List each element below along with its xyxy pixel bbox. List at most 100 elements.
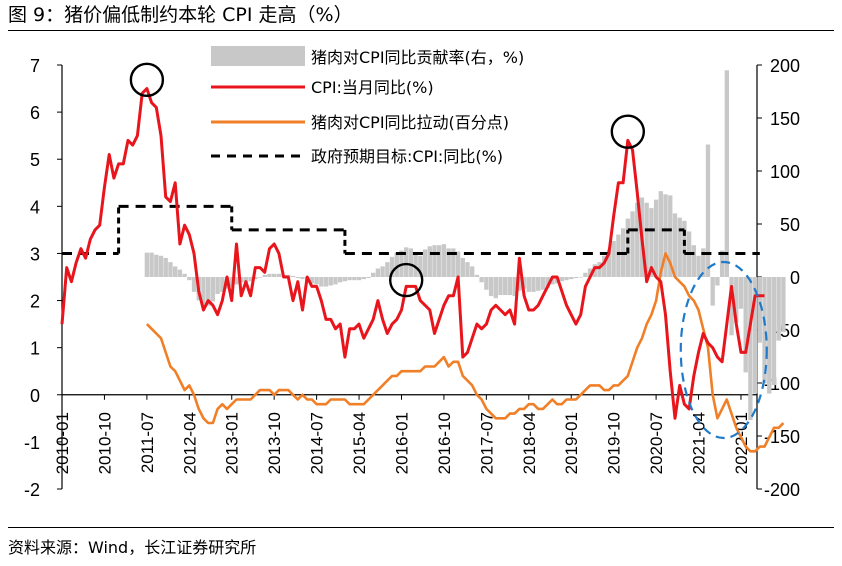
contribution-bar [276, 273, 282, 277]
contribution-bar [517, 277, 522, 291]
contribution-bar [757, 277, 762, 343]
contribution-bar [616, 234, 621, 277]
contribution-bar [644, 202, 649, 277]
contribution-bar [309, 277, 315, 284]
x-tick-label: 2016-01 [392, 412, 411, 474]
contribution-bar [762, 277, 767, 383]
contribution-bar [413, 253, 418, 277]
contribution-bar [215, 277, 220, 294]
x-tick-label: 2019-01 [562, 412, 581, 474]
highlight-dashed-oval [679, 260, 768, 440]
contribution-bar [333, 277, 338, 285]
contribution-bar [380, 266, 385, 277]
x-tick-label: 2011-07 [138, 412, 157, 473]
contribution-bar [559, 277, 564, 282]
x-tick-label: 2020-07 [647, 412, 666, 474]
contribution-bar [205, 277, 211, 306]
contribution-bar [455, 251, 461, 277]
contribution-bar [437, 245, 442, 277]
contribution-bar [389, 256, 395, 277]
contribution-bar [531, 277, 536, 292]
contribution-bar [144, 252, 150, 277]
contribution-bar [682, 220, 687, 277]
contribution-bar [158, 255, 164, 277]
callouts [129, 62, 768, 440]
contribution-bar [220, 277, 225, 292]
left-tick-label: -1 [24, 433, 40, 453]
contribution-bar [507, 277, 513, 296]
contribution-bar [432, 245, 437, 277]
contribution-bar [748, 277, 753, 421]
contribution-bar [734, 277, 739, 323]
x-tick-label: 2015-04 [350, 412, 369, 474]
contribution-bar [715, 277, 720, 286]
contribution-bar [578, 277, 583, 278]
series-lines [60, 87, 785, 453]
contribution-bar [710, 277, 715, 306]
contribution-bar [545, 277, 550, 288]
right-tick-label: 50 [780, 215, 800, 235]
contribution-bar [719, 250, 725, 277]
peak-callout-circle [129, 62, 165, 98]
footer-rule [8, 527, 834, 528]
contribution-bar [488, 277, 494, 297]
contribution-bar [536, 277, 541, 291]
legend-label-target: 政府预期目标:CPI:同比(%) [311, 147, 503, 166]
peak-callout-circle [388, 262, 424, 298]
contribution-bar [172, 266, 178, 277]
x-tick-label: 2012-04 [180, 412, 199, 474]
contribution-bar [394, 252, 399, 277]
contribution-bar [328, 277, 333, 286]
contribution-bar [319, 277, 324, 287]
contribution-bar [526, 277, 531, 292]
right-tick-label: -200 [764, 480, 800, 500]
x-tick-label: 2021-04 [690, 412, 709, 474]
contribution-bar [347, 277, 352, 281]
contribution-bar [573, 277, 579, 279]
contribution-bar [630, 211, 635, 277]
contribution-bar [366, 277, 371, 279]
contribution-bar [342, 277, 348, 282]
contribution-bar [512, 277, 517, 297]
contribution-bar [418, 255, 423, 277]
left-tick-label: 0 [30, 386, 40, 406]
legend-label-cpi: CPI:当月同比(%) [311, 78, 434, 97]
contribution-bar [460, 257, 465, 277]
right-tick-label: 100 [770, 162, 800, 182]
legend-label-pork-pull: 猪肉对CPI同比拉动(百分点) [311, 113, 509, 132]
left-tick-label: 6 [30, 103, 40, 123]
contribution-bar [583, 272, 588, 277]
contribution-bar [352, 277, 357, 281]
contribution-bar [663, 194, 668, 277]
peak-callout-circle [610, 114, 646, 149]
x-tick-label: 2017-07 [477, 412, 496, 474]
x-tick-label: 2013-01 [223, 412, 242, 474]
contribution-bar [771, 277, 777, 386]
contribution-bar [154, 254, 159, 277]
contribution-bar [696, 255, 701, 277]
contribution-bar [295, 277, 300, 279]
contribution-bar [422, 249, 428, 277]
source-note: 资料来源：Wind，长江证券研究所 [8, 538, 257, 557]
x-tick-label: 2016-10 [435, 412, 454, 474]
contribution-bar [163, 257, 168, 277]
contribution-bar [672, 213, 678, 277]
x-tick-label: 2010-01 [53, 412, 72, 474]
left-tick-label: 4 [30, 197, 40, 217]
contribution-bar [738, 277, 744, 309]
contribution-bar [701, 248, 706, 277]
contribution-bar [602, 255, 607, 277]
contribution-bar [338, 277, 343, 283]
cpi-line [60, 87, 765, 420]
contribution-bar [300, 277, 305, 280]
contribution-bar [781, 277, 786, 333]
x-tick-label: 2018-04 [520, 412, 539, 474]
contribution-bar [470, 266, 475, 277]
contribution-bar [729, 277, 734, 336]
contribution-bar [503, 277, 508, 296]
contribution-bar [743, 277, 748, 373]
contribution-bar [210, 277, 216, 302]
contribution-bar [290, 275, 296, 277]
legend-label-bar: 猪肉对CPI同比贡献率(右，%) [311, 48, 524, 67]
